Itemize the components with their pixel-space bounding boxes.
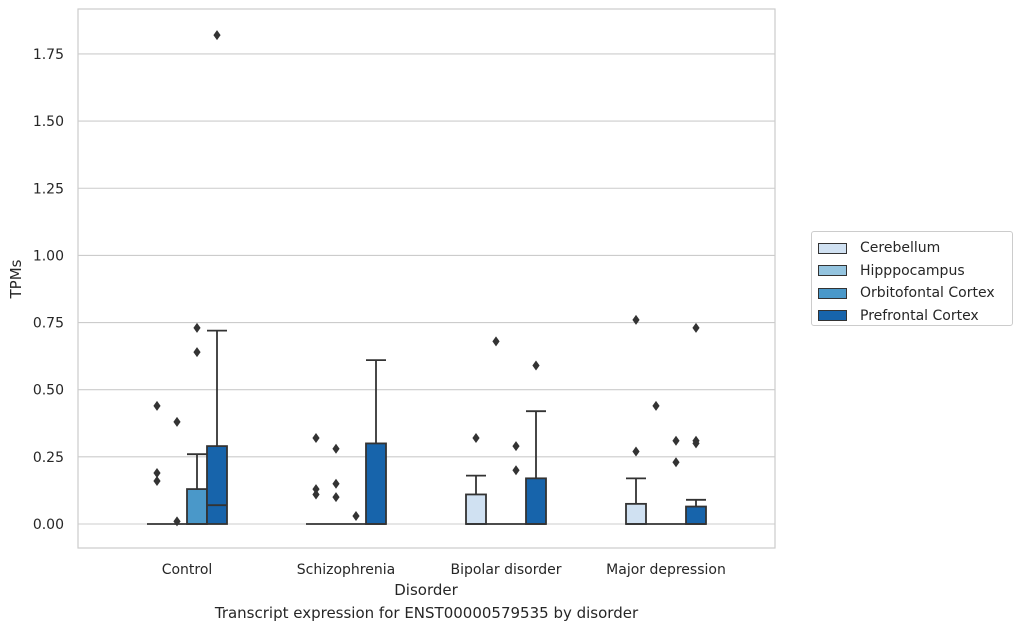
outlier-point <box>472 433 480 444</box>
outlier-point <box>213 30 221 41</box>
outliers <box>153 30 700 527</box>
outlier-point <box>692 438 700 449</box>
legend-swatch <box>818 242 847 254</box>
y-axis-title: TPMs <box>7 259 25 299</box>
box-rect <box>685 505 707 525</box>
legend-item: Cerebellum <box>818 237 1012 260</box>
legend-label: Hipppocampus <box>860 262 965 279</box>
chart-caption: Transcript expression for ENST0000057953… <box>214 604 639 622</box>
y-tick-label: 0.50 <box>33 383 64 399</box>
x-tick-labels: Control Schizophrenia Bipolar disorder Majo… <box>162 562 726 578</box>
plot-area <box>77 8 776 549</box>
outlier-point <box>652 400 660 411</box>
legend-swatch <box>818 310 847 322</box>
y-tick-label: 1.25 <box>33 181 64 197</box>
outlier-point <box>512 441 520 452</box>
outlier-point <box>332 478 340 489</box>
box-3-3 <box>685 498 707 525</box>
box-rect <box>625 502 647 525</box>
y-tick-label: 0.75 <box>33 316 64 332</box>
box-rect <box>186 488 208 525</box>
box-2-0 <box>186 453 208 525</box>
legend-item: Prefrontal Cortex <box>818 305 1012 328</box>
outlier-point <box>193 347 201 358</box>
outlier-point <box>312 489 320 500</box>
boxes <box>147 329 707 525</box>
y-tick-label: 0.25 <box>33 450 64 466</box>
legend-swatch <box>818 287 847 299</box>
y-tick-label: 0.00 <box>33 517 64 533</box>
outlier-point <box>153 476 161 487</box>
box-0-2 <box>465 474 487 525</box>
box-3-1 <box>365 359 387 525</box>
legend-label: Prefrontal Cortex <box>860 307 979 324</box>
box-0-3 <box>625 477 647 525</box>
outlier-point <box>312 433 320 444</box>
outlier-point <box>352 510 360 521</box>
legend-item: Orbitofontal Cortex <box>818 282 1012 305</box>
outlier-point <box>492 336 500 347</box>
box-rect <box>525 477 547 525</box>
x-tick-label: Bipolar disorder <box>450 562 561 578</box>
outlier-point <box>632 314 640 325</box>
outlier-point <box>332 492 340 503</box>
box-3-0 <box>206 329 228 525</box>
box-rect <box>465 493 487 525</box>
x-tick-label: Schizophrenia <box>297 562 395 578</box>
legend-label: Orbitofontal Cortex <box>860 285 995 302</box>
x-axis-title: Disorder <box>394 581 458 599</box>
y-tick-label: 1.50 <box>33 114 64 130</box>
y-tick-labels: 0.00 0.25 0.50 0.75 1.00 1.25 1.50 1.75 <box>33 47 64 533</box>
outlier-point <box>312 484 320 495</box>
outlier-point <box>332 443 340 454</box>
y-tick-label: 1.75 <box>33 47 64 63</box>
outlier-point <box>672 457 680 468</box>
y-tick-label: 1.00 <box>33 248 64 264</box>
box-rect <box>206 445 228 525</box>
x-tick-label: Major depression <box>606 562 726 578</box>
box-3-2 <box>525 410 547 525</box>
legend-item: Hipppocampus <box>818 260 1012 283</box>
outlier-point <box>692 322 700 333</box>
outlier-point <box>672 435 680 446</box>
outlier-point <box>632 446 640 457</box>
legend-label: Cerebellum <box>860 240 941 257</box>
outlier-point <box>173 416 181 427</box>
legend: Cerebellum Hipppocampus Orbitofontal Corte… <box>811 231 1013 326</box>
outlier-point <box>512 465 520 476</box>
legend-swatch <box>818 265 847 277</box>
x-tick-label: Control <box>162 562 213 578</box>
box-plot-chart: 0.00 0.25 0.50 0.75 1.00 1.25 1.50 1.75 Control… <box>7 8 776 599</box>
outlier-point <box>193 322 201 333</box>
outlier-point <box>532 360 540 371</box>
outlier-point <box>153 467 161 478</box>
box-rect <box>365 442 387 525</box>
outlier-point <box>153 400 161 411</box>
outlier-point <box>173 516 181 527</box>
